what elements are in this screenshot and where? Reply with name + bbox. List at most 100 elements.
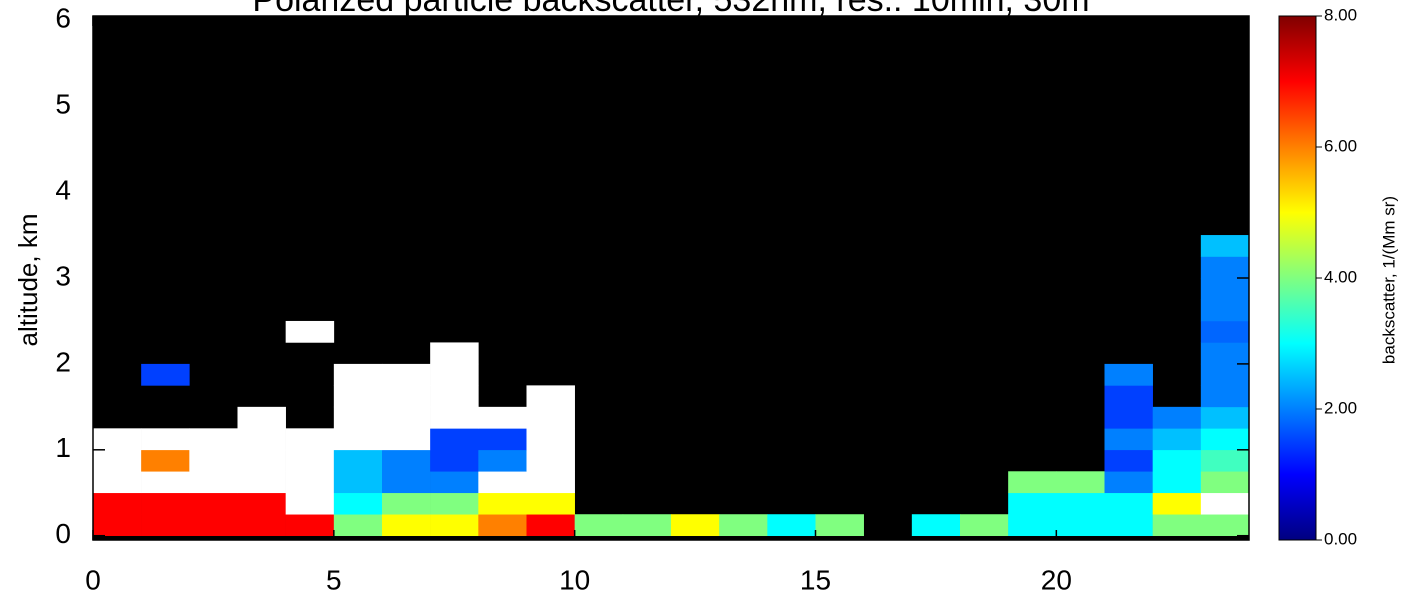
heatmap-cell (574, 514, 624, 537)
heatmap-cell (333, 449, 383, 472)
heatmap-cell (382, 363, 431, 386)
heatmap-cell (526, 514, 575, 537)
y-tick-label: 0 (55, 518, 71, 549)
heatmap-cell (382, 471, 431, 494)
heatmap-cell (141, 514, 190, 537)
colorbar-label: backscatter, 1/(Mm sr) (1379, 196, 1398, 364)
heatmap-cell (382, 385, 431, 408)
heatmap-cell (1104, 363, 1153, 386)
heatmap-cell (93, 492, 142, 515)
heatmap-cell (93, 428, 142, 451)
colorbar-tick-label: 0.00 (1324, 529, 1357, 548)
heatmap-cell (526, 385, 575, 408)
heatmap-cell (1152, 428, 1202, 451)
heatmap-cell (1008, 492, 1057, 515)
colorbar-tick-label: 2.00 (1324, 398, 1357, 417)
heatmap-cell (1152, 406, 1202, 429)
heatmap-cell (1056, 492, 1105, 515)
heatmap-cell (767, 514, 816, 537)
heatmap-cell (237, 449, 286, 472)
heatmap-cell (478, 514, 527, 537)
heatmap-cell (430, 449, 479, 472)
heatmap-cell (285, 492, 335, 515)
heatmap-cell (1200, 428, 1250, 451)
heatmap-cell (1104, 449, 1153, 472)
x-tick-label: 0 (85, 564, 101, 595)
heatmap-cell (815, 514, 864, 537)
heatmap-cell (141, 492, 190, 515)
y-tick-label: 2 (55, 346, 71, 377)
heatmap-cell (430, 428, 479, 451)
y-tick-label: 5 (55, 89, 71, 120)
heatmap-cell (237, 406, 286, 429)
heatmap-cell (382, 514, 431, 537)
heatmap-cell (141, 449, 190, 472)
heatmap-cell (333, 363, 383, 386)
heatmap-cell (141, 363, 190, 386)
heatmap-cell (189, 492, 238, 515)
heatmap-cell (285, 428, 335, 451)
heatmap-cell (1104, 428, 1153, 451)
heatmap-cell (430, 492, 479, 515)
heatmap-cell (1104, 492, 1153, 515)
colorbar-tick-label: 6.00 (1324, 136, 1357, 155)
heatmap-cell (333, 385, 383, 408)
heatmap-cell (1200, 278, 1250, 300)
heatmap-cell (285, 449, 335, 472)
chart-title: Polarized particle backscatter, 532nm, r… (252, 0, 1089, 19)
heatmap-cell (1200, 406, 1250, 429)
heatmap-cell (911, 514, 961, 537)
heatmap-cell (141, 428, 190, 451)
heatmap-cell (478, 428, 527, 451)
y-axis-label: altitude, km (13, 214, 43, 347)
heatmap-cell (526, 406, 575, 429)
heatmap-cell (1152, 492, 1202, 515)
heatmap-cell (93, 514, 142, 537)
heatmap-cell (526, 428, 575, 451)
heatmap-cell (1104, 471, 1153, 494)
heatmap-cell (1104, 406, 1153, 429)
heatmap-cell (333, 428, 383, 451)
heatmap-cell (285, 471, 335, 494)
heatmap-cell (1056, 471, 1105, 494)
heatmap-cell (526, 492, 575, 515)
heatmap-cell (1200, 385, 1250, 408)
heatmap-cell (526, 449, 575, 472)
heatmap-cell (1200, 256, 1250, 279)
heatmap-cell (719, 514, 768, 537)
heatmap-cell (671, 514, 720, 537)
heatmap-cell (237, 428, 286, 451)
heatmap-cell (1152, 514, 1202, 537)
heatmap-cell (93, 449, 142, 472)
heatmap-cell (430, 385, 479, 408)
heatmap-cell (478, 492, 527, 515)
heatmap-cell (382, 449, 431, 472)
heatmap-cell (93, 471, 142, 494)
heatmap-cell (1200, 492, 1250, 515)
y-tick-label: 1 (55, 432, 71, 463)
heatmap-cell (333, 492, 383, 515)
heatmap-cell (333, 406, 383, 429)
y-tick-label: 3 (55, 260, 71, 291)
heatmap-cell (1008, 514, 1057, 537)
colorbar-tick-label: 8.00 (1324, 5, 1357, 24)
heatmap-cell (189, 514, 238, 537)
heatmap-cell (526, 471, 575, 494)
heatmap-cell (382, 406, 431, 429)
heatmap-cell (237, 514, 286, 537)
heatmap-cell (622, 514, 672, 537)
heatmap-cell (478, 471, 527, 494)
heatmap-cell (1200, 449, 1250, 472)
heatmap-cell (382, 428, 431, 451)
heatmap-cell (1200, 342, 1250, 365)
colorbar (1278, 15, 1317, 541)
heatmap-cell (189, 471, 238, 494)
colorbar-tick-label: 4.00 (1324, 267, 1357, 286)
heatmap-cell (1200, 514, 1250, 537)
heatmap-cell (1200, 320, 1250, 343)
y-tick-label: 4 (55, 174, 71, 205)
heatmap-cell (478, 449, 527, 472)
heatmap-cell (285, 514, 335, 537)
